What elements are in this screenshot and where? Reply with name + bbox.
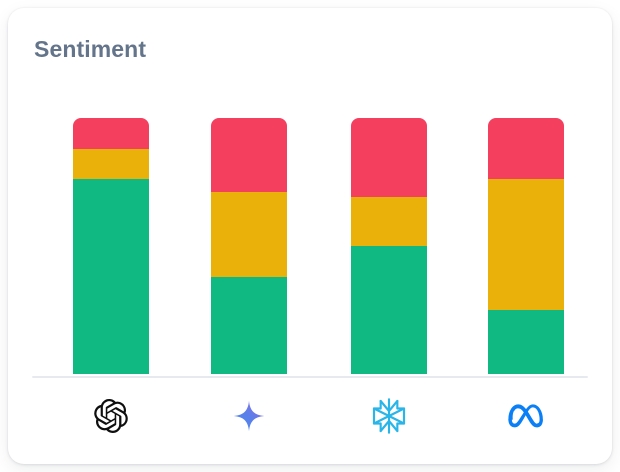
bar-snowflake[interactable] xyxy=(351,118,427,374)
chart-category-icons xyxy=(32,390,588,442)
bar-gemini[interactable] xyxy=(211,118,287,374)
chart-baseline xyxy=(32,376,588,378)
bar-segment-negative[interactable] xyxy=(488,118,564,180)
category-gemini[interactable] xyxy=(211,390,287,442)
category-snowflake[interactable] xyxy=(351,390,427,442)
gemini-icon xyxy=(232,399,266,433)
bar-segment-positive[interactable] xyxy=(73,179,149,374)
bar-segment-positive[interactable] xyxy=(211,276,287,374)
meta-icon xyxy=(508,398,544,434)
sentiment-card: Sentiment xyxy=(8,8,612,464)
bar-segment-neutral[interactable] xyxy=(488,179,564,310)
snowflake-icon xyxy=(369,396,409,436)
bar-segment-negative[interactable] xyxy=(73,118,149,149)
category-openai[interactable] xyxy=(73,390,149,442)
bar-segment-positive[interactable] xyxy=(488,310,564,374)
bar-segment-neutral[interactable] xyxy=(351,197,427,246)
bar-column xyxy=(351,118,427,374)
category-meta[interactable] xyxy=(488,390,564,442)
bar-segment-neutral[interactable] xyxy=(73,148,149,180)
bar-column xyxy=(488,118,564,374)
bar-segment-negative[interactable] xyxy=(211,118,287,193)
page-title: Sentiment xyxy=(34,36,147,62)
bar-column xyxy=(211,118,287,374)
bar-segment-neutral[interactable] xyxy=(211,192,287,277)
bar-segment-positive[interactable] xyxy=(351,246,427,374)
bar-meta[interactable] xyxy=(488,118,564,374)
bar-column xyxy=(73,118,149,374)
bar-openai[interactable] xyxy=(73,118,149,374)
stacked-bar-chart xyxy=(32,102,588,382)
openai-icon xyxy=(94,399,128,433)
bar-segment-negative[interactable] xyxy=(351,118,427,198)
